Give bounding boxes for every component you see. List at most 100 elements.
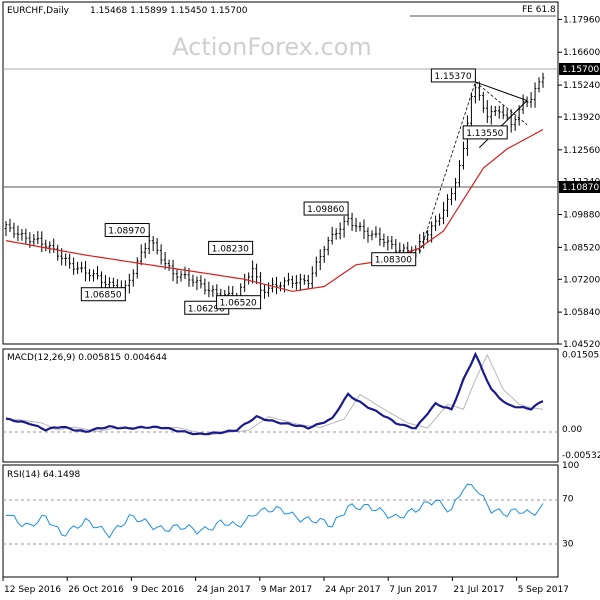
ohlc-label: 1.15468 1.15899 1.15450 1.15700 <box>90 6 248 16</box>
rsi-tick-label: 30 <box>562 539 574 549</box>
candle <box>44 239 48 252</box>
candle <box>40 231 44 253</box>
triangle-pattern <box>419 81 528 253</box>
candle <box>131 269 135 287</box>
candle <box>358 222 362 232</box>
price-label-text: 1.09860 <box>307 205 344 215</box>
price-tick-label: 1.13920 <box>563 113 600 123</box>
candle <box>426 229 429 243</box>
candle <box>32 234 36 247</box>
projection-line <box>475 81 528 126</box>
candle <box>370 230 374 241</box>
date-tick-label: 5 Sep 2017 <box>518 585 569 595</box>
candle <box>96 266 99 280</box>
date-tick-label: 7 Jun 2017 <box>389 585 437 595</box>
candle <box>318 249 322 271</box>
candle <box>175 269 179 284</box>
candle <box>199 275 203 289</box>
candle <box>183 266 187 280</box>
price-tick-label: 1.08520 <box>563 243 600 253</box>
candle <box>8 218 12 233</box>
triangle-upper-line <box>475 81 528 102</box>
candle <box>346 213 350 226</box>
price-label: 1.08970 <box>104 223 150 238</box>
candle <box>100 271 103 288</box>
candle <box>386 235 390 251</box>
watermark: ActionForex.com <box>172 33 372 61</box>
candle <box>4 221 8 237</box>
candle <box>139 244 143 266</box>
candle <box>533 82 537 108</box>
moving-average <box>5 128 544 292</box>
price-label: 1.08230 <box>208 240 254 255</box>
candle <box>151 236 155 252</box>
candle <box>314 256 318 277</box>
candle <box>378 227 382 246</box>
candle <box>12 222 16 239</box>
rsi-main-line <box>5 483 544 539</box>
rsi-label: RSI(14) 64.1498 <box>7 470 80 480</box>
candle <box>195 276 199 291</box>
candle <box>474 83 477 104</box>
price-label-text: 1.08230 <box>212 244 249 254</box>
candle <box>143 242 147 259</box>
candle <box>80 261 83 273</box>
candle <box>56 244 60 261</box>
candle <box>251 260 254 284</box>
candle <box>72 257 75 275</box>
candle <box>16 225 20 242</box>
candle <box>135 257 139 279</box>
candle <box>493 106 497 116</box>
candle <box>390 236 394 250</box>
symbol-label: EURCHF,Daily <box>7 6 70 16</box>
candle <box>342 215 346 238</box>
price-label-text: 1.08970 <box>108 227 145 237</box>
candle <box>326 236 330 256</box>
candle <box>374 226 378 238</box>
macd-lines <box>5 351 544 436</box>
candle <box>68 253 71 269</box>
rsi-panel-frame <box>2 464 559 578</box>
date-tick-label: 21 Jul 2017 <box>453 585 504 595</box>
candle <box>434 215 437 232</box>
candle <box>163 251 167 270</box>
price-label: 1.08300 <box>371 252 417 267</box>
price-label: 1.15370 <box>430 68 476 83</box>
candle <box>271 277 274 293</box>
candle <box>159 244 163 265</box>
price-label-text: 1.15370 <box>434 72 471 82</box>
candle <box>171 259 175 282</box>
price-tick-label: 1.16600 <box>563 48 600 58</box>
macd-tick-label: 0.015052 <box>562 351 600 361</box>
price-tick-label: 1.07200 <box>563 275 600 285</box>
candle <box>366 227 370 243</box>
candle <box>330 226 334 245</box>
candle <box>501 105 505 120</box>
candle <box>128 273 131 294</box>
candle <box>64 253 67 266</box>
date-tick-label: 26 Oct 2016 <box>68 585 124 595</box>
candle <box>92 269 95 282</box>
candle <box>279 281 282 292</box>
candle <box>263 284 266 299</box>
price-label-text: 1.06520 <box>220 299 257 309</box>
candle <box>334 228 338 240</box>
price-tick-label: 1.09880 <box>563 211 600 221</box>
candle <box>191 274 195 287</box>
last-price-value: 1.15700 <box>562 65 599 75</box>
candle <box>287 272 290 286</box>
candle <box>446 194 449 217</box>
triangle-lower-line <box>479 100 528 148</box>
candle <box>88 268 91 282</box>
candle <box>147 234 151 255</box>
candle <box>350 212 354 231</box>
candle <box>450 188 453 206</box>
candle <box>179 270 183 282</box>
candle <box>482 91 485 113</box>
price-label: 1.06520 <box>216 295 262 310</box>
price-tick-label: 1.15240 <box>563 81 600 91</box>
price-tick-label: 1.05840 <box>563 308 600 318</box>
candle <box>454 177 457 201</box>
candle <box>442 201 445 225</box>
